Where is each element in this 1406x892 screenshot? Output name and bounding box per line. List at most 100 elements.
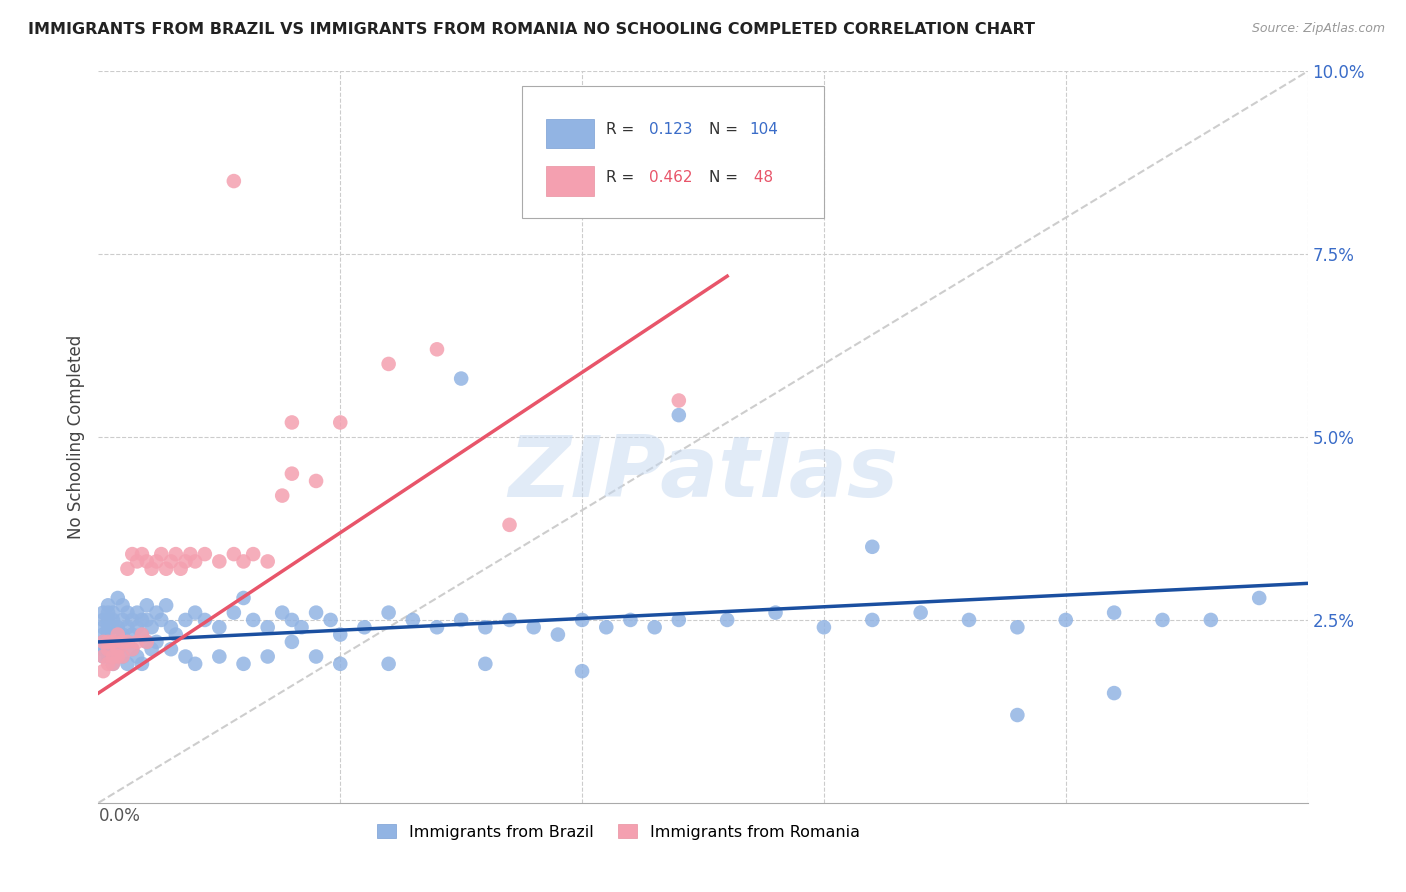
Point <box>121 642 143 657</box>
Point <box>232 657 254 671</box>
Point <box>271 489 294 503</box>
Point <box>256 649 278 664</box>
Point <box>668 393 690 408</box>
Point <box>145 606 167 620</box>
Point <box>353 620 375 634</box>
Point <box>91 649 114 664</box>
Point <box>117 562 139 576</box>
Point <box>1007 620 1029 634</box>
Point <box>97 620 120 634</box>
Point <box>1054 613 1077 627</box>
Point <box>450 371 472 385</box>
FancyBboxPatch shape <box>546 167 595 195</box>
Point <box>498 517 520 532</box>
Point <box>97 642 120 657</box>
Point <box>1102 686 1125 700</box>
Point <box>281 613 304 627</box>
Point <box>281 416 304 430</box>
Point <box>619 613 641 627</box>
Point <box>101 657 124 671</box>
Point <box>165 627 187 641</box>
Point <box>111 649 134 664</box>
Point <box>305 474 328 488</box>
Point <box>127 620 149 634</box>
Point <box>222 606 245 620</box>
Point <box>91 613 114 627</box>
Point <box>1249 591 1271 605</box>
Point <box>160 642 183 657</box>
Point <box>121 547 143 561</box>
Point <box>101 620 124 634</box>
Point <box>426 343 449 357</box>
Point <box>281 467 304 481</box>
Point <box>377 657 399 671</box>
Point <box>97 606 120 620</box>
Point <box>319 613 342 627</box>
Point <box>101 635 124 649</box>
Point <box>91 664 114 678</box>
Point <box>377 606 399 620</box>
Point <box>111 649 134 664</box>
Point <box>242 613 264 627</box>
Point <box>644 620 666 634</box>
Point <box>184 657 207 671</box>
Point <box>101 613 124 627</box>
Point <box>595 620 617 634</box>
Point <box>121 627 143 641</box>
Point <box>498 613 520 627</box>
Point <box>131 547 153 561</box>
Point <box>145 635 167 649</box>
Point <box>208 554 231 568</box>
Point <box>111 635 134 649</box>
Point <box>1152 613 1174 627</box>
Point <box>860 540 883 554</box>
Point <box>135 635 157 649</box>
Point <box>121 642 143 657</box>
Point <box>107 649 129 664</box>
Point <box>107 620 129 634</box>
Point <box>145 554 167 568</box>
Point <box>91 642 114 657</box>
Point <box>107 627 129 641</box>
Y-axis label: No Schooling Completed: No Schooling Completed <box>66 335 84 539</box>
Point <box>97 627 120 641</box>
Point <box>305 649 328 664</box>
Point <box>101 649 124 664</box>
Point <box>121 613 143 627</box>
Point <box>765 606 787 620</box>
Point <box>668 613 690 627</box>
Point <box>450 613 472 627</box>
Text: IMMIGRANTS FROM BRAZIL VS IMMIGRANTS FROM ROMANIA NO SCHOOLING COMPLETED CORRELA: IMMIGRANTS FROM BRAZIL VS IMMIGRANTS FRO… <box>28 22 1035 37</box>
Point <box>194 613 217 627</box>
Point <box>101 606 124 620</box>
Point <box>165 547 187 561</box>
Point <box>91 642 114 657</box>
Point <box>150 613 173 627</box>
Point <box>107 642 129 657</box>
Point <box>127 635 149 649</box>
Point <box>547 627 569 641</box>
Point <box>426 620 449 634</box>
Point <box>111 613 134 627</box>
Point <box>474 657 496 671</box>
Point <box>127 606 149 620</box>
Point <box>174 554 197 568</box>
Point <box>402 613 425 627</box>
Point <box>97 613 120 627</box>
Point <box>131 657 153 671</box>
Point <box>101 657 124 671</box>
Point <box>107 635 129 649</box>
Text: R =: R = <box>606 122 640 137</box>
Point <box>571 664 593 678</box>
Point <box>135 554 157 568</box>
Point <box>329 657 352 671</box>
Point <box>141 642 163 657</box>
Text: 0.0%: 0.0% <box>98 807 141 825</box>
Point <box>91 606 114 620</box>
Point <box>107 642 129 657</box>
Point <box>271 606 294 620</box>
Point <box>174 649 197 664</box>
Point <box>1199 613 1222 627</box>
Point <box>117 606 139 620</box>
Point <box>160 554 183 568</box>
